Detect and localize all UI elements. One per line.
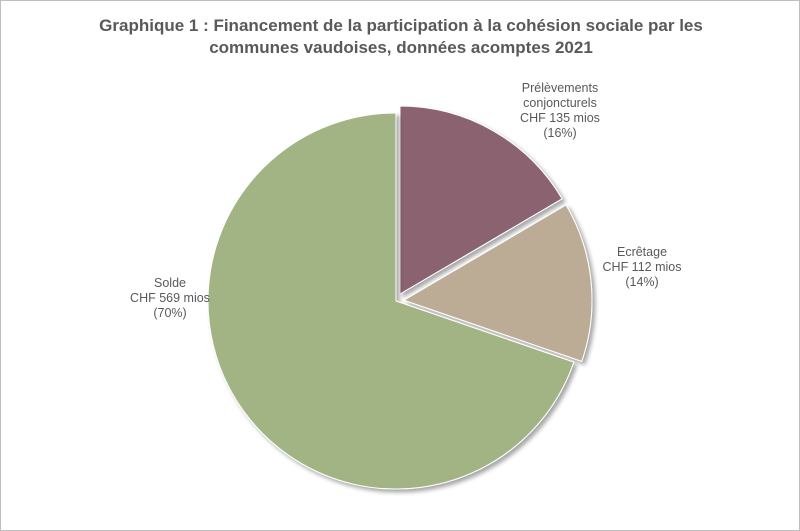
pie-slice-2 xyxy=(402,204,593,362)
slice-label-line: CHF 135 mios xyxy=(520,111,600,125)
slice-label-line: (16%) xyxy=(543,126,576,140)
slice-label-1: Prélèvements conjoncturels CHF 135 mios (16… xyxy=(520,81,600,140)
slice-label-line: conjoncturels xyxy=(523,96,597,110)
slice-label-line: Ecrêtage xyxy=(617,245,667,259)
chart-title-line-1: Graphique 1 : Financement de la particip… xyxy=(99,16,703,35)
pie-slice-1 xyxy=(399,105,563,295)
slice-label-2: Ecrêtage CHF 112 mios (14%) xyxy=(603,245,682,289)
slice-label-line: Solde xyxy=(154,276,186,290)
pie-slice-3 xyxy=(207,112,575,490)
slice-label-line: CHF 569 mios xyxy=(130,291,210,305)
slice-label-3: Solde CHF 569 mios (70%) xyxy=(130,276,210,320)
slice-label-line: (70%) xyxy=(153,306,186,320)
chart-title-line-2: communes vaudoises, données acomptes 202… xyxy=(209,38,593,57)
slice-label-line: CHF 112 mios xyxy=(603,260,682,274)
chart-title: Graphique 1 : Financement de la particip… xyxy=(41,15,761,59)
slice-label-line: (14%) xyxy=(625,275,658,289)
slice-label-line: Prélèvements xyxy=(522,81,598,95)
